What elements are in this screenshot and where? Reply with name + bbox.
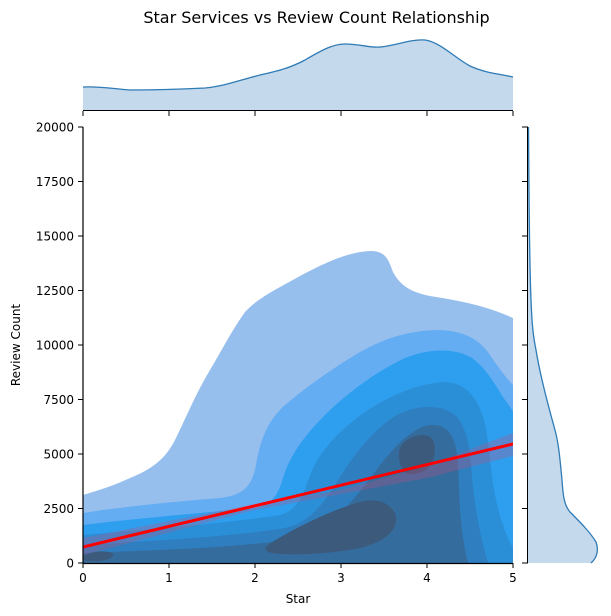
- x-tick-label: 0: [79, 571, 87, 585]
- regression: [83, 433, 513, 555]
- joint-kde-contours: [83, 251, 513, 563]
- y-tick-label: 5000: [43, 448, 74, 462]
- x-tick-label: 1: [165, 571, 173, 585]
- y-tick-label: 15000: [36, 230, 74, 244]
- x-tick-label: 4: [423, 571, 431, 585]
- y-tick-label: 2500: [43, 502, 74, 516]
- marginal-y-kde: [522, 126, 598, 564]
- y-tick-label: 7500: [43, 393, 74, 407]
- chart-title: Star Services vs Review Count Relationsh…: [143, 8, 490, 27]
- main-axes: 0 1 2 3 4 5 0 2500 5000 7500 10000 12500…: [9, 121, 517, 607]
- regression-confidence-band: [83, 433, 513, 555]
- x-axis-label: Star: [286, 592, 311, 606]
- y-tick-label: 12500: [36, 284, 74, 298]
- x-tick-label: 5: [509, 571, 517, 585]
- y-tick-label: 0: [66, 557, 74, 571]
- marginal-x-kde: [82, 39, 514, 116]
- density-peak-left: [83, 551, 114, 562]
- y-tick-label: 20000: [36, 121, 74, 135]
- y-axis-label: Review Count: [9, 304, 23, 387]
- density-peak-lower: [265, 500, 397, 555]
- regression-line: [83, 442, 513, 549]
- x-tick-label: 3: [337, 571, 345, 585]
- x-tick-label: 2: [251, 571, 259, 585]
- y-tick-label: 10000: [36, 339, 74, 353]
- y-tick-label: 17500: [36, 175, 74, 189]
